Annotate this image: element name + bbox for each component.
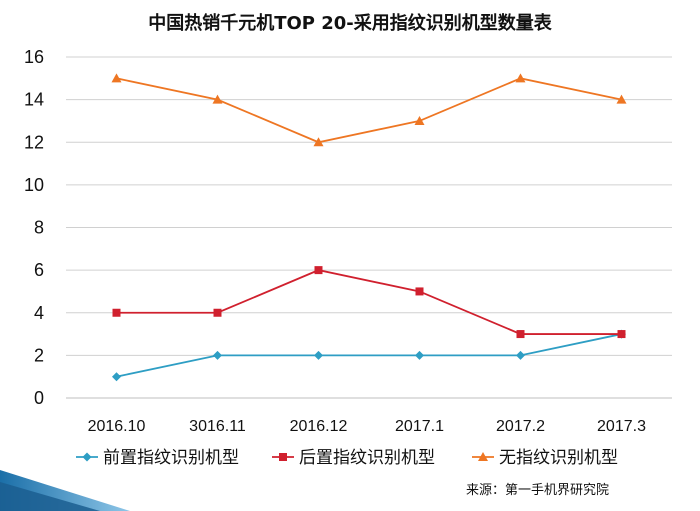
data-point bbox=[616, 94, 627, 104]
data-point bbox=[313, 137, 324, 147]
y-tick-label: 8 bbox=[34, 218, 44, 238]
y-tick-label: 10 bbox=[24, 175, 44, 195]
x-tick-label: 2017.2 bbox=[496, 418, 545, 435]
legend-item: 无指纹识别机型 bbox=[472, 448, 618, 468]
data-point bbox=[515, 73, 526, 83]
series-1 bbox=[112, 266, 626, 339]
y-tick-label: 16 bbox=[24, 47, 44, 67]
data-point bbox=[111, 73, 122, 83]
data-point bbox=[112, 308, 121, 317]
series-lines bbox=[111, 73, 627, 382]
x-tick-label: 3016.11 bbox=[189, 418, 246, 435]
legend-label: 无指纹识别机型 bbox=[499, 448, 618, 468]
gridlines bbox=[66, 56, 672, 399]
legend: 前置指纹识别机型 后置指纹识别机型 无指纹识别机型 bbox=[76, 448, 618, 468]
y-tick-label: 14 bbox=[24, 90, 44, 110]
data-point bbox=[516, 350, 525, 360]
series-line bbox=[116, 269, 622, 335]
data-point bbox=[314, 266, 323, 275]
data-point bbox=[213, 350, 222, 360]
data-point bbox=[415, 287, 424, 296]
data-point bbox=[314, 350, 323, 360]
legend-marker bbox=[478, 452, 488, 461]
y-tick-label: 12 bbox=[24, 132, 44, 152]
x-tick-label: 2017.3 bbox=[597, 418, 646, 435]
legend-item: 前置指纹识别机型 bbox=[76, 448, 239, 468]
series-2 bbox=[111, 73, 627, 147]
y-axis-ticks: 0 2 4 6 8 10 12 14 16 bbox=[24, 47, 44, 408]
x-tick-label: 2017.1 bbox=[395, 418, 444, 435]
y-tick-label: 4 bbox=[34, 303, 44, 323]
series-0 bbox=[112, 329, 626, 382]
legend-marker bbox=[82, 452, 92, 462]
data-point bbox=[213, 308, 222, 317]
legend-label: 前置指纹识别机型 bbox=[103, 448, 239, 468]
legend-marker bbox=[279, 453, 287, 461]
data-point bbox=[414, 115, 425, 125]
x-tick-label: 2016.10 bbox=[88, 418, 146, 435]
y-tick-label: 0 bbox=[34, 388, 44, 408]
x-tick-label: 2016.12 bbox=[290, 418, 348, 435]
x-axis-ticks: 2016.10 3016.11 2016.12 2017.1 2017.2 2017.3 bbox=[88, 418, 646, 435]
data-point bbox=[617, 330, 626, 339]
series-line bbox=[116, 333, 622, 378]
data-point bbox=[112, 372, 121, 382]
chart-title: 中国热销千元机TOP 20-采用指纹识别机型数量表 bbox=[148, 12, 553, 34]
series-line bbox=[116, 77, 622, 144]
data-point bbox=[516, 330, 525, 339]
y-tick-label: 6 bbox=[34, 260, 44, 280]
y-tick-label: 2 bbox=[34, 345, 44, 365]
corner-decoration-inner bbox=[0, 482, 100, 511]
source-note: 来源：第一手机界研究院 bbox=[466, 483, 609, 498]
legend-label: 后置指纹识别机型 bbox=[299, 448, 435, 468]
legend-item: 后置指纹识别机型 bbox=[272, 448, 435, 468]
data-point bbox=[212, 94, 223, 104]
data-point bbox=[415, 350, 424, 360]
